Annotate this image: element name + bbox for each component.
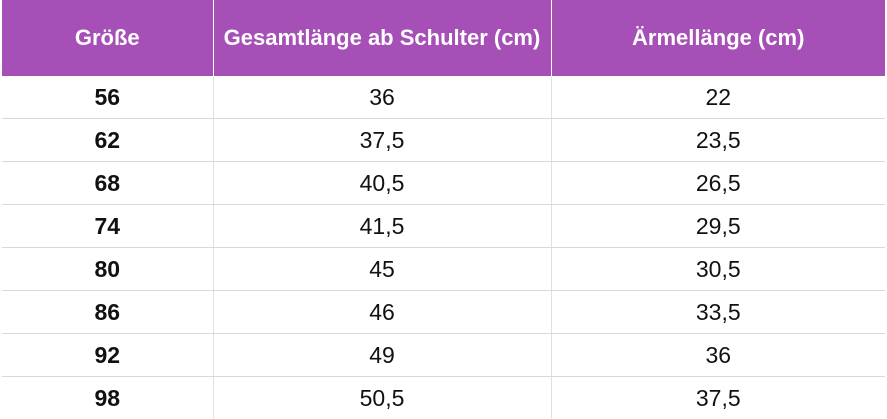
total-length-cell: 49 xyxy=(213,334,551,377)
header-total-length: Gesamtlänge ab Schulter (cm) xyxy=(213,0,551,76)
table-row: 80 45 30,5 xyxy=(2,248,885,291)
total-length-cell: 36 xyxy=(213,76,551,119)
table-body: 56 36 22 62 37,5 23,5 68 40,5 26,5 74 41… xyxy=(2,76,885,419)
total-length-cell: 46 xyxy=(213,291,551,334)
table-row: 62 37,5 23,5 xyxy=(2,119,885,162)
size-cell: 98 xyxy=(2,377,213,419)
sleeve-length-cell: 33,5 xyxy=(551,291,885,334)
header-sleeve-length: Ärmellänge (cm) xyxy=(551,0,885,76)
size-cell: 68 xyxy=(2,162,213,205)
size-cell: 74 xyxy=(2,205,213,248)
table-row: 74 41,5 29,5 xyxy=(2,205,885,248)
table-row: 86 46 33,5 xyxy=(2,291,885,334)
total-length-cell: 37,5 xyxy=(213,119,551,162)
sleeve-length-cell: 29,5 xyxy=(551,205,885,248)
table-row: 68 40,5 26,5 xyxy=(2,162,885,205)
total-length-cell: 50,5 xyxy=(213,377,551,419)
total-length-cell: 40,5 xyxy=(213,162,551,205)
total-length-cell: 45 xyxy=(213,248,551,291)
table-row: 92 49 36 xyxy=(2,334,885,377)
size-cell: 56 xyxy=(2,76,213,119)
header-size: Größe xyxy=(2,0,213,76)
total-length-cell: 41,5 xyxy=(213,205,551,248)
sleeve-length-cell: 22 xyxy=(551,76,885,119)
sleeve-length-cell: 23,5 xyxy=(551,119,885,162)
size-cell: 92 xyxy=(2,334,213,377)
sleeve-length-cell: 37,5 xyxy=(551,377,885,419)
sleeve-length-cell: 36 xyxy=(551,334,885,377)
sleeve-length-cell: 30,5 xyxy=(551,248,885,291)
table-header: Größe Gesamtlänge ab Schulter (cm) Ärmel… xyxy=(2,0,885,76)
header-row: Größe Gesamtlänge ab Schulter (cm) Ärmel… xyxy=(2,0,885,76)
size-cell: 86 xyxy=(2,291,213,334)
sleeve-length-cell: 26,5 xyxy=(551,162,885,205)
size-cell: 80 xyxy=(2,248,213,291)
table-row: 56 36 22 xyxy=(2,76,885,119)
size-cell: 62 xyxy=(2,119,213,162)
table-row: 98 50,5 37,5 xyxy=(2,377,885,419)
